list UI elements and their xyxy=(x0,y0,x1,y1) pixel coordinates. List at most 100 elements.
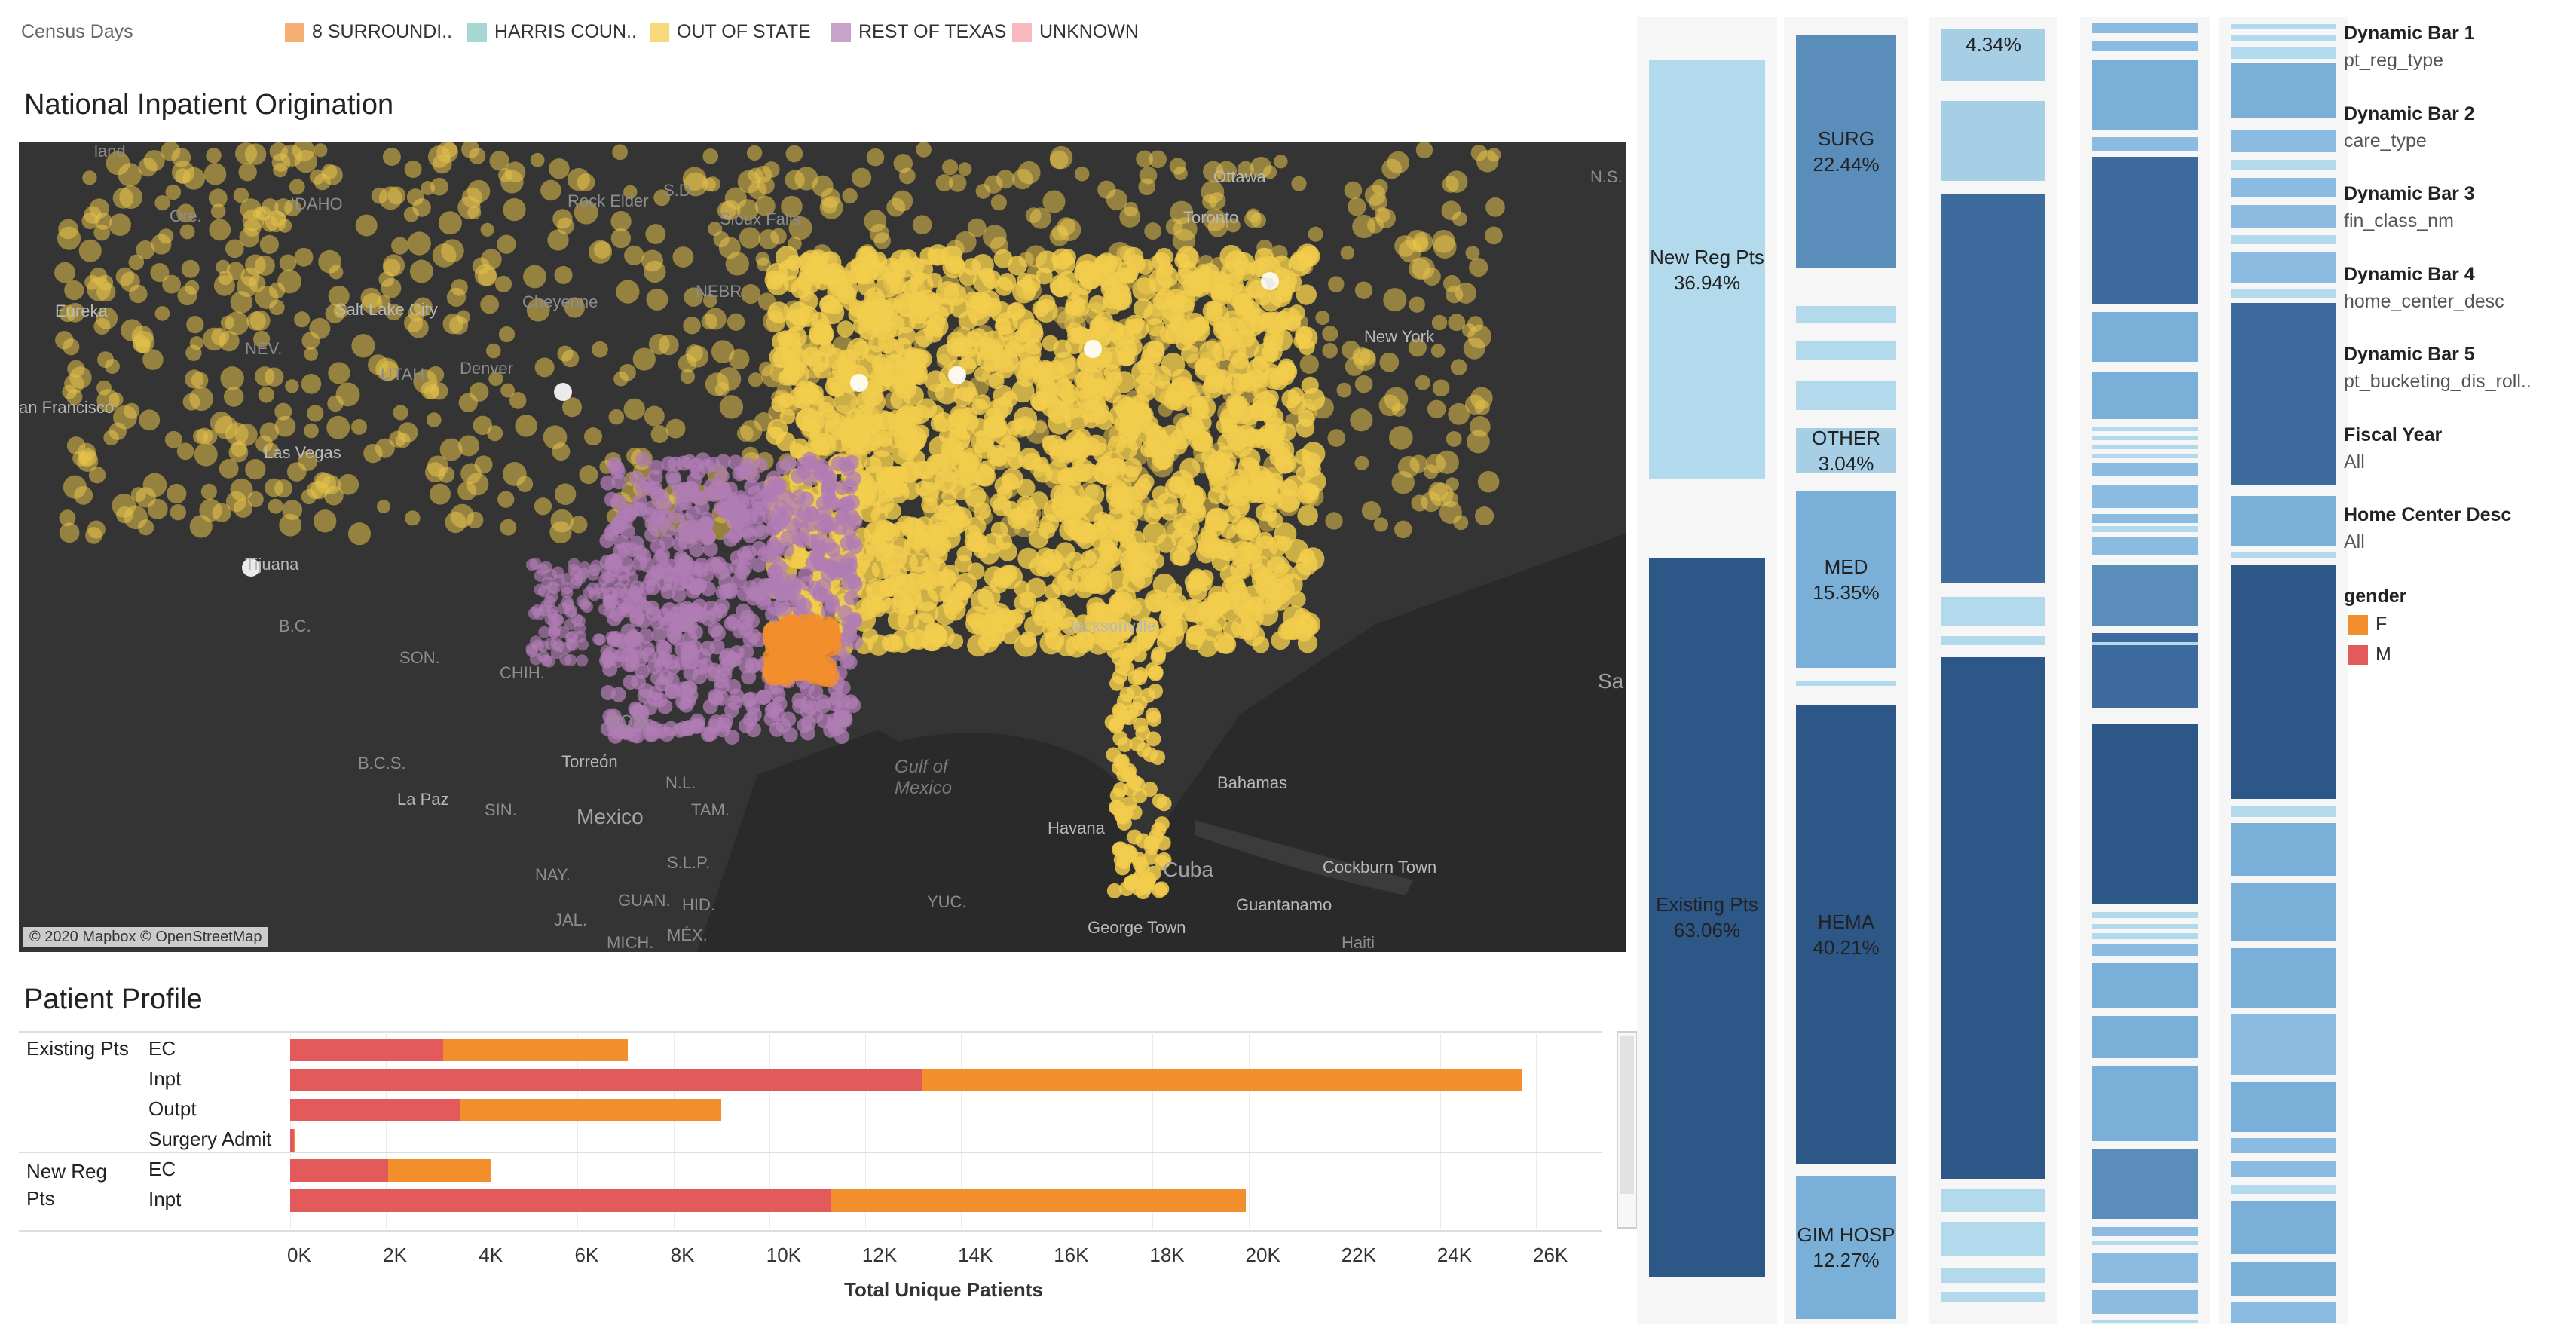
map-dot[interactable] xyxy=(705,457,721,473)
map-dot[interactable] xyxy=(78,239,102,262)
map-dot[interactable] xyxy=(1412,236,1429,252)
map-dot[interactable] xyxy=(473,415,493,436)
map-dot[interactable] xyxy=(926,315,949,338)
map-dot[interactable] xyxy=(820,480,836,496)
map-dot[interactable] xyxy=(1340,246,1355,260)
map-dot[interactable] xyxy=(754,195,776,216)
map-dot[interactable] xyxy=(638,628,654,644)
map-dot[interactable] xyxy=(326,415,350,439)
map-dot[interactable] xyxy=(850,374,868,392)
map-dot[interactable] xyxy=(1123,202,1139,217)
map-dot[interactable] xyxy=(1297,633,1318,653)
home-center-value[interactable]: All xyxy=(2344,531,2365,552)
map-dot[interactable] xyxy=(611,562,624,575)
legend-item-harris-county[interactable]: HARRIS COUN.. xyxy=(467,21,637,43)
bar-segment[interactable] xyxy=(2092,372,2198,419)
map-dot[interactable] xyxy=(656,497,672,513)
map-dot[interactable] xyxy=(1211,598,1228,616)
map-dot[interactable] xyxy=(214,415,238,440)
map-dot[interactable] xyxy=(67,360,85,378)
map-dot[interactable] xyxy=(1121,796,1137,812)
map-dot[interactable] xyxy=(544,637,557,650)
map-dot[interactable] xyxy=(142,473,167,497)
bar-segment[interactable] xyxy=(2092,1241,2198,1245)
map-dot[interactable] xyxy=(118,163,142,187)
map-dot[interactable] xyxy=(883,580,900,598)
map-dot[interactable] xyxy=(680,640,696,656)
map-dot[interactable] xyxy=(1293,563,1311,581)
map-dot[interactable] xyxy=(1029,207,1051,229)
map-dot[interactable] xyxy=(1155,835,1171,851)
map-dot[interactable] xyxy=(530,635,543,648)
map-dot[interactable] xyxy=(800,249,822,272)
map-dot[interactable] xyxy=(509,392,527,409)
map-dot[interactable] xyxy=(552,442,571,461)
map-dot[interactable] xyxy=(736,199,759,221)
map-dot[interactable] xyxy=(391,237,409,255)
map-dot[interactable] xyxy=(59,304,76,323)
map-dot[interactable] xyxy=(234,142,258,165)
bar-segment[interactable] xyxy=(2231,1161,2336,1177)
map-dot[interactable] xyxy=(1001,626,1020,645)
map-dot[interactable] xyxy=(646,288,668,311)
map-dot[interactable] xyxy=(405,510,421,526)
map-dot[interactable] xyxy=(815,631,837,653)
map-dot[interactable] xyxy=(554,383,572,401)
map-dot[interactable] xyxy=(862,628,879,644)
map-dot[interactable] xyxy=(57,226,81,250)
map-dot[interactable] xyxy=(781,343,802,364)
map-dot[interactable] xyxy=(699,568,714,583)
map-dot[interactable] xyxy=(189,336,204,350)
map-dot[interactable] xyxy=(208,188,228,208)
map-dot[interactable] xyxy=(1042,335,1059,352)
map-dot[interactable] xyxy=(787,578,803,594)
bar2-segment[interactable] xyxy=(1796,341,1896,360)
map-dot[interactable] xyxy=(608,408,625,425)
map-dot[interactable] xyxy=(1117,736,1133,752)
map-dot[interactable] xyxy=(968,532,988,552)
dynamic-bar-4[interactable] xyxy=(2080,17,2210,1324)
map-dot[interactable] xyxy=(616,280,640,304)
map-dot[interactable] xyxy=(307,405,324,422)
bar2-segment-hema[interactable]: HEMA 40.21% xyxy=(1796,705,1896,1164)
map-dot[interactable] xyxy=(1086,597,1106,617)
map-dot[interactable] xyxy=(1354,348,1376,371)
map-dot[interactable] xyxy=(745,628,761,644)
map-dot[interactable] xyxy=(167,483,187,504)
map-dot[interactable] xyxy=(928,248,947,266)
bar3-segment[interactable] xyxy=(1941,657,2045,1179)
map-dot[interactable] xyxy=(1143,522,1167,546)
bar3-segment[interactable] xyxy=(1941,194,2045,583)
map-dot[interactable] xyxy=(1112,702,1127,718)
map-dot[interactable] xyxy=(1397,455,1420,478)
map-dot[interactable] xyxy=(772,586,788,601)
map-dot[interactable] xyxy=(466,511,484,529)
map-dot[interactable] xyxy=(664,672,680,688)
map-dot[interactable] xyxy=(829,552,845,568)
map-dot[interactable] xyxy=(314,143,328,158)
map-dot[interactable] xyxy=(1049,150,1069,170)
map-dot[interactable] xyxy=(867,300,892,325)
map-dot[interactable] xyxy=(1293,333,1310,350)
map-dot[interactable] xyxy=(540,561,552,574)
map-dot[interactable] xyxy=(1136,150,1154,168)
map-dot[interactable] xyxy=(910,404,931,424)
map-dot[interactable] xyxy=(564,618,577,631)
map-dot[interactable] xyxy=(269,299,285,316)
map-dot[interactable] xyxy=(525,558,538,571)
map-dot[interactable] xyxy=(663,574,679,590)
map-dot[interactable] xyxy=(987,445,1008,467)
map-dot[interactable] xyxy=(795,408,818,432)
map-dot[interactable] xyxy=(886,271,902,289)
bar-segment[interactable] xyxy=(2092,23,2198,33)
map-dot[interactable] xyxy=(120,271,140,292)
map-dot[interactable] xyxy=(954,421,974,440)
map-dot[interactable] xyxy=(925,293,941,310)
map-dot[interactable] xyxy=(794,659,815,681)
map-dot[interactable] xyxy=(629,501,644,517)
map-dot[interactable] xyxy=(1155,627,1171,643)
map-dot[interactable] xyxy=(486,343,501,359)
bar-segment[interactable] xyxy=(2231,289,2336,298)
map-dot[interactable] xyxy=(644,405,665,427)
map-dot[interactable] xyxy=(617,503,633,519)
